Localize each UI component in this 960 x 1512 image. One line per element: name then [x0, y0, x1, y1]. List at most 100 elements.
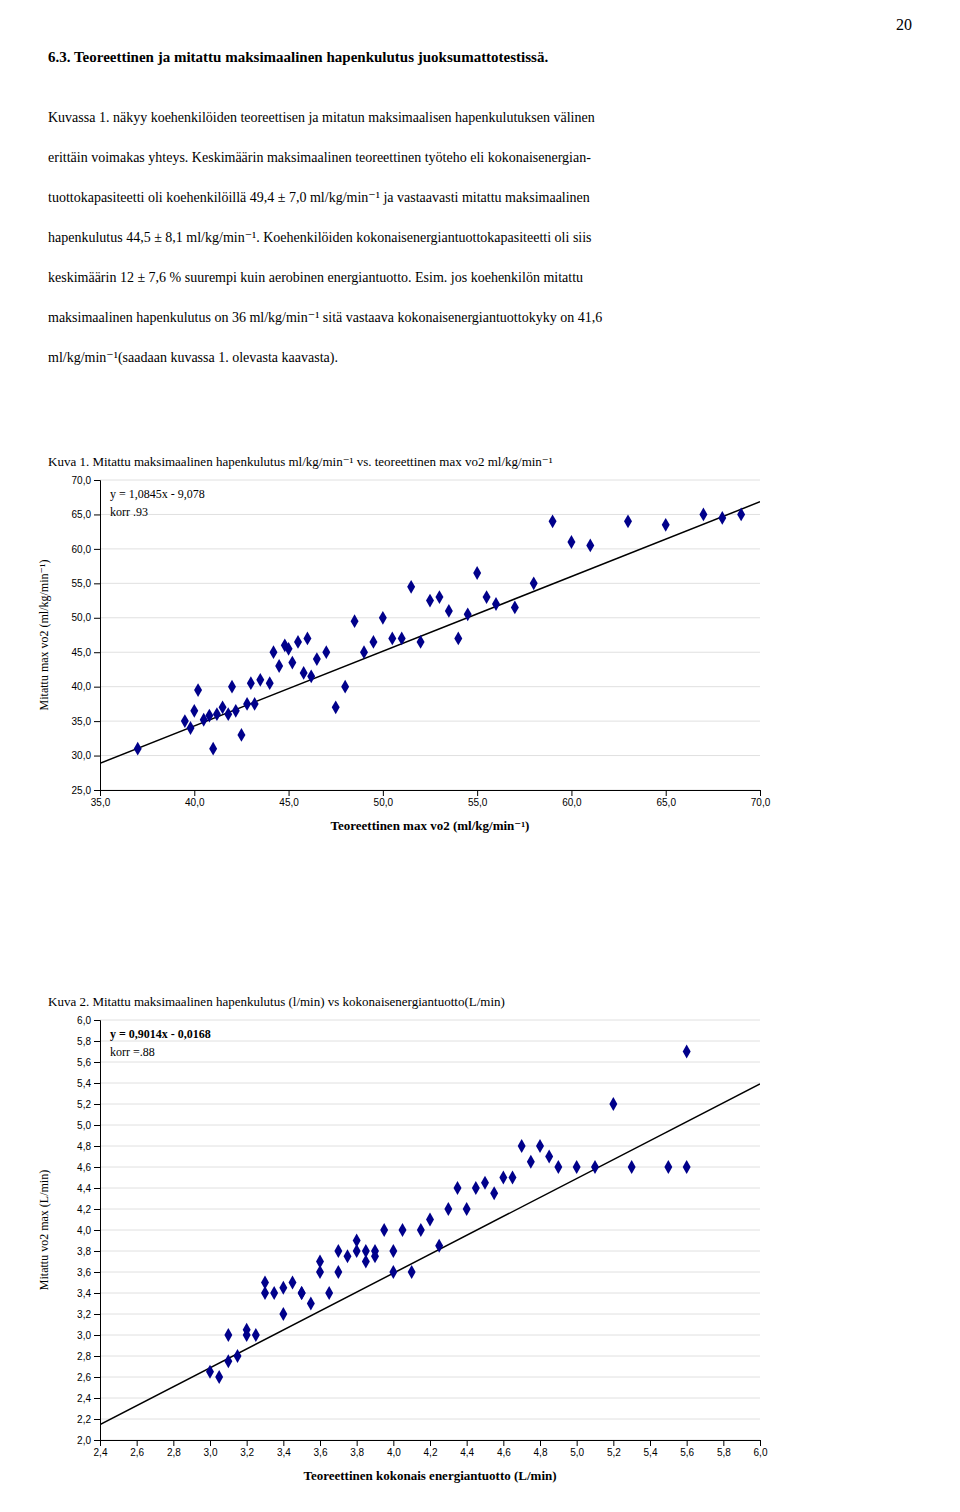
- scatter-point: [549, 514, 557, 528]
- y-axis-tick-mark: [94, 1251, 100, 1252]
- y-axis-tick-label: 4,0: [77, 1225, 91, 1236]
- y-axis-tick-label: 6,0: [77, 1015, 91, 1026]
- x-axis-tick-mark: [477, 790, 478, 796]
- y-axis-tick-mark: [94, 687, 100, 688]
- y-axis-tick-mark: [94, 1146, 100, 1147]
- x-axis-tick-label: 45,0: [279, 797, 299, 808]
- y-axis-tick: 2,0: [77, 1435, 100, 1446]
- scatter-point: [270, 1286, 278, 1300]
- y-axis-tick-mark: [94, 756, 100, 757]
- x-axis-tick-mark: [571, 790, 572, 796]
- y-axis-tick: 4,2: [77, 1204, 100, 1215]
- paragraph-line: keskimäärin 12 ± 7,6 % suurempi kuin aer…: [48, 270, 583, 285]
- x-axis-tick: 4,2: [424, 1440, 438, 1458]
- x-axis-tick: 2,4: [94, 1440, 108, 1458]
- x-axis-tick-label: 2,6: [130, 1447, 144, 1458]
- scatter-point: [664, 1160, 672, 1174]
- y-axis-tick-label: 3,2: [77, 1309, 91, 1320]
- annotation: y = 0,9014x - 0,0168: [110, 1027, 211, 1041]
- y-axis-tick-label: 65,0: [72, 509, 92, 520]
- y-axis-tick-mark: [94, 1230, 100, 1231]
- y-axis-tick-mark: [94, 1377, 100, 1378]
- x-axis-tick: 2,6: [130, 1440, 144, 1458]
- y-axis-tick: 5,0: [77, 1120, 100, 1131]
- x-axis-tick: 3,8: [350, 1440, 364, 1458]
- x-axis-tick-label: 3,6: [314, 1447, 328, 1458]
- scatter-point: [234, 1349, 242, 1363]
- grid-line: [100, 1146, 760, 1147]
- y-axis-tick-label: 5,4: [77, 1078, 91, 1089]
- grid-line: [100, 1104, 760, 1105]
- paragraph-line: Kuvassa 1. näkyy koehenkilöiden teoreett…: [48, 110, 595, 125]
- y-axis-tick-mark: [94, 583, 100, 584]
- x-axis-tick-label: 70,0: [751, 797, 771, 808]
- scatter-point: [332, 700, 340, 714]
- x-axis-tick: 5,4: [644, 1440, 658, 1458]
- grid-line: [100, 1125, 760, 1126]
- scatter-point: [490, 1186, 498, 1200]
- x-axis-tick-label: 40,0: [185, 797, 205, 808]
- scatter-point: [527, 1155, 535, 1169]
- x-axis-tick: 5,8: [717, 1440, 731, 1458]
- scatter-point: [344, 1249, 352, 1263]
- x-axis-tick: 3,4: [277, 1440, 291, 1458]
- y-axis-tick-label: 70,0: [72, 475, 92, 486]
- scatter-point: [206, 1365, 214, 1379]
- x-axis-tick-label: 3,8: [350, 1447, 364, 1458]
- scatter-point: [313, 652, 321, 666]
- annotation: y = 1,0845x - 9,078: [110, 487, 205, 501]
- x-axis-tick: 2,8: [167, 1440, 181, 1458]
- x-axis-tick-mark: [357, 1440, 358, 1446]
- y-axis-tick: 50,0: [72, 612, 100, 623]
- x-axis-tick-mark: [503, 1440, 504, 1446]
- x-axis-domain: [101, 1441, 761, 1447]
- x-axis-tick-mark: [194, 790, 195, 796]
- scatter-point: [243, 697, 251, 711]
- scatter-point: [224, 1354, 232, 1368]
- x-axis-tick: 4,4: [460, 1440, 474, 1458]
- scatter-point: [209, 742, 217, 756]
- x-axis-tick: 4,8: [534, 1440, 548, 1458]
- x-axis-tick-mark: [247, 1440, 248, 1446]
- y-axis-tick: 45,0: [72, 647, 100, 658]
- y-axis-tick: 60,0: [72, 544, 100, 555]
- paragraph-line: erittäin voimakas yhteys. Keskimäärin ma…: [48, 150, 591, 165]
- scatter-point: [213, 707, 221, 721]
- grid-line: [100, 755, 760, 756]
- scatter-point: [251, 697, 259, 711]
- x-axis-tick-mark: [467, 1440, 468, 1446]
- x-axis-tick: 55,0: [468, 790, 488, 808]
- scatter-point: [232, 704, 240, 718]
- x-axis-tick-mark: [393, 1440, 394, 1446]
- grid-line: [100, 1062, 760, 1063]
- x-axis-tick-mark: [430, 1440, 431, 1446]
- x-axis-tick-mark: [760, 1440, 761, 1446]
- grid-line: [100, 548, 760, 549]
- scatter-point: [300, 666, 308, 680]
- y-axis-tick: 25,0: [72, 785, 100, 796]
- fit-line: [100, 1084, 760, 1425]
- y-axis-tick-mark: [94, 1419, 100, 1420]
- heading: 6.3. Teoreettinen ja mitattu maksimaalin…: [48, 49, 548, 65]
- x-axis-title: Teoreettinen max vo2 (ml/kg/min⁻¹): [331, 818, 530, 833]
- x-axis-tick-label: 4,0: [387, 1447, 401, 1458]
- y-axis-tick: 4,6: [77, 1162, 100, 1173]
- y-axis: 2,02,22,42,62,83,03,23,43,63,84,04,24,44…: [77, 1015, 100, 1446]
- x-axis-tick-mark: [173, 1440, 174, 1446]
- y-axis-tick: 3,2: [77, 1309, 100, 1320]
- y-axis-tick-label: 4,6: [77, 1162, 91, 1173]
- y-axis-title: Mitattu vo2 max (L/min): [37, 1170, 51, 1290]
- y-axis-domain: [94, 1021, 101, 1441]
- x-axis-tick: 65,0: [656, 790, 676, 808]
- scatter-point: [435, 590, 443, 604]
- y-axis-tick: 4,4: [77, 1183, 100, 1194]
- scatter-point: [256, 673, 264, 687]
- y-axis-tick: 65,0: [72, 509, 100, 520]
- y-axis-tick-mark: [94, 1020, 100, 1021]
- x-axis-tick-mark: [666, 790, 667, 796]
- y-axis-tick-label: 3,0: [77, 1330, 91, 1341]
- y-axis-tick-mark: [94, 1167, 100, 1168]
- scatter-point: [285, 642, 293, 656]
- scatter-point: [683, 1160, 691, 1174]
- grid-line: [100, 1251, 760, 1252]
